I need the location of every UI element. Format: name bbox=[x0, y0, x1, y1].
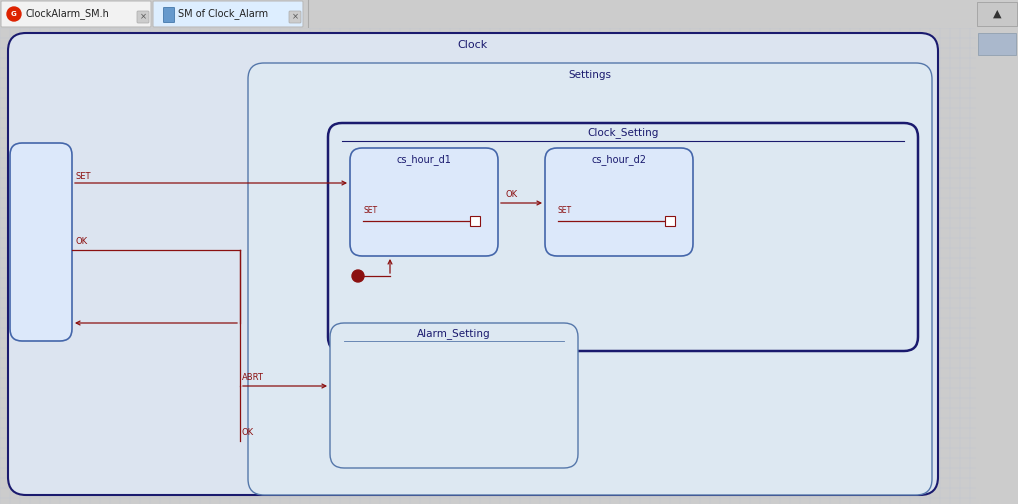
Text: OK: OK bbox=[505, 190, 517, 199]
FancyBboxPatch shape bbox=[8, 33, 938, 495]
Text: SET: SET bbox=[363, 206, 377, 215]
Text: Settings: Settings bbox=[568, 70, 612, 80]
Text: OK: OK bbox=[75, 237, 88, 246]
Circle shape bbox=[7, 7, 21, 21]
FancyBboxPatch shape bbox=[330, 323, 578, 468]
Text: SM of Clock_Alarm: SM of Clock_Alarm bbox=[178, 9, 268, 20]
Text: OK: OK bbox=[242, 428, 254, 437]
Bar bbox=[977, 2, 1017, 26]
Text: SET: SET bbox=[75, 172, 91, 181]
Text: Clock_Setting: Clock_Setting bbox=[587, 128, 659, 139]
FancyBboxPatch shape bbox=[350, 148, 498, 256]
Text: ×: × bbox=[139, 13, 147, 22]
FancyBboxPatch shape bbox=[137, 11, 149, 23]
Text: Clock: Clock bbox=[458, 40, 488, 50]
Text: ×: × bbox=[291, 13, 298, 22]
FancyBboxPatch shape bbox=[153, 1, 303, 27]
FancyBboxPatch shape bbox=[248, 63, 932, 495]
FancyBboxPatch shape bbox=[10, 143, 72, 341]
Text: SET: SET bbox=[558, 206, 572, 215]
Text: Alarm_Setting: Alarm_Setting bbox=[417, 329, 491, 340]
Text: cs_hour_d1: cs_hour_d1 bbox=[397, 155, 451, 165]
Bar bbox=[470, 216, 480, 226]
Bar bbox=[665, 216, 675, 226]
FancyBboxPatch shape bbox=[289, 11, 301, 23]
FancyBboxPatch shape bbox=[328, 123, 918, 351]
Text: G: G bbox=[11, 11, 17, 17]
Circle shape bbox=[352, 270, 364, 282]
FancyBboxPatch shape bbox=[164, 8, 174, 23]
Text: ClockAlarm_SM.h: ClockAlarm_SM.h bbox=[26, 9, 110, 20]
Text: cs_hour_d2: cs_hour_d2 bbox=[591, 155, 646, 165]
Bar bbox=[978, 33, 1016, 55]
Text: ▲: ▲ bbox=[993, 9, 1002, 19]
FancyBboxPatch shape bbox=[1, 1, 151, 27]
FancyBboxPatch shape bbox=[545, 148, 693, 256]
Text: ABRT: ABRT bbox=[242, 373, 264, 382]
